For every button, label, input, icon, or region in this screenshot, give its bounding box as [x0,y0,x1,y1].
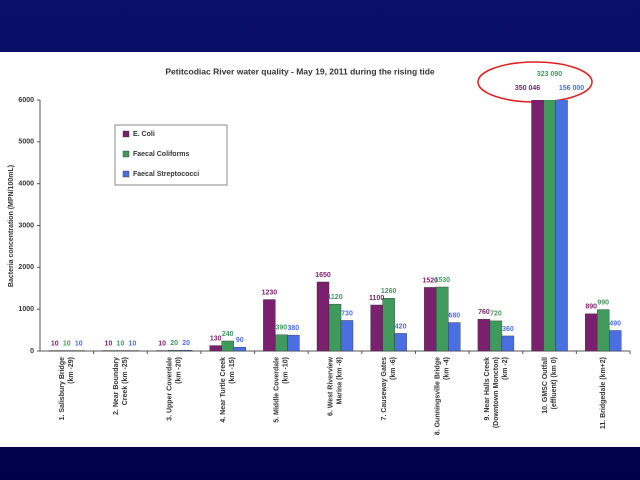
x-tick-label: 3. Upper Coverdale [166,357,173,421]
data-label: 1530 [434,277,450,284]
legend-label: Faecal Streptococci [133,171,199,178]
bars [48,100,622,352]
x-tick-label: (km -15) [229,357,236,384]
bar [489,320,503,352]
legend-swatch [122,170,130,178]
data-label: 1230 [262,289,278,296]
y-tick-label: 5000 [18,139,34,146]
data-label: 380 [288,325,300,332]
bar [275,334,288,352]
data-label: 240 [222,331,234,338]
data-label: 1260 [381,288,397,295]
bar [608,330,622,352]
bar [555,100,568,352]
data-label: 323 090 [537,71,562,78]
x-tick-label: (km -29) [68,357,75,384]
data-label: 760 [478,309,490,316]
y-tick-label: 6000 [18,97,34,104]
bar [424,287,437,352]
data-label: 1120 [327,294,342,301]
x-tick-label: 7. Causeway Gates [381,357,388,421]
bar [596,309,610,352]
x-tick-label: (km -6) [390,357,397,380]
bar [543,100,556,352]
y-tick-label: 0 [30,348,34,355]
bar [501,335,515,352]
y-axis-label: Bacteria concentration (MPN/100mL) [8,165,15,287]
bar [531,100,544,352]
x-tick-label: 11. Bridgedale (km+2) [600,357,607,429]
bar [448,322,461,352]
bar [382,298,395,352]
x-tick-label: Marina (km -8) [336,357,343,404]
bar [233,347,246,352]
y-tick-label: 2000 [18,264,34,271]
legend-swatch [122,150,130,158]
x-tick-label: 4. Near Turtle Creek [220,357,227,423]
x-tick-label: 5. Middle Coverdale [274,357,281,423]
legend-label: Faecal Coliforms [133,151,190,158]
bar [316,281,330,352]
data-label: 420 [395,323,407,330]
data-label: 20 [170,340,178,347]
bar [167,349,181,352]
data-label: 10 [129,340,137,347]
bar [370,304,383,352]
data-label: 10 [51,340,59,347]
x-tick-label: (km -2) [502,357,509,380]
y-tick-label: 3000 [18,222,34,229]
data-label: 20 [182,340,190,347]
data-label: 10 [63,340,71,347]
chart-title: Petitcodiac River water quality - May 19… [165,66,435,76]
data-label: 730 [341,310,353,317]
data-label: 1520 [422,277,438,284]
x-tick-label: 2. Near Boundary [113,357,120,415]
data-label: 156 000 [559,85,584,92]
x-tick-label: (Downtown Moncton) [493,357,500,428]
x-tick-label: Creek (km -25) [122,357,129,405]
data-label: 490 [609,320,621,327]
data-label: 1100 [369,295,384,302]
bar [340,320,354,352]
bar [436,286,449,352]
x-tick-label: (km -10) [283,357,290,384]
data-label: 390 [276,325,288,332]
bar [328,303,342,352]
data-label: 10 [105,340,113,347]
data-label: 130 [210,335,222,342]
data-label: 1650 [315,272,331,279]
x-tick-label: 8. Gunningsville Bridge [435,357,442,435]
data-label: 360 [502,326,514,333]
x-tick-label: (km -4) [444,357,451,380]
x-tick-label: 9. Near Halls Creek [484,357,491,421]
bar [584,313,598,352]
data-label: 680 [448,312,460,319]
data-label: 90 [236,337,244,344]
bar [221,340,234,352]
legend-label: E. Coli [133,131,155,138]
bar [477,319,491,352]
data-label: 720 [490,311,502,318]
data-label: 350 046 [515,85,540,92]
data-label: 10 [75,340,83,347]
x-tick-label: 6. West Riverview [327,356,334,416]
bar [394,333,407,352]
legend-box [114,124,228,186]
y-tick-label: 4000 [18,181,34,188]
data-label: 890 [585,304,597,311]
y-tick-label: 1000 [18,306,34,313]
data-label: 990 [597,299,609,306]
data-label: 10 [158,340,166,347]
legend-swatch [122,130,130,138]
x-tick-label: (effluent) (km 0) [551,357,558,410]
x-tick-label: 1. Salisbury Bridge [59,357,66,421]
x-tick-label: 10. GMSC Outfall [542,357,549,414]
bar [209,345,222,352]
bar [287,334,300,352]
bar [179,349,193,352]
x-tick-label: (km -20) [175,357,182,384]
bar [263,299,276,352]
data-label: 10 [117,340,125,347]
